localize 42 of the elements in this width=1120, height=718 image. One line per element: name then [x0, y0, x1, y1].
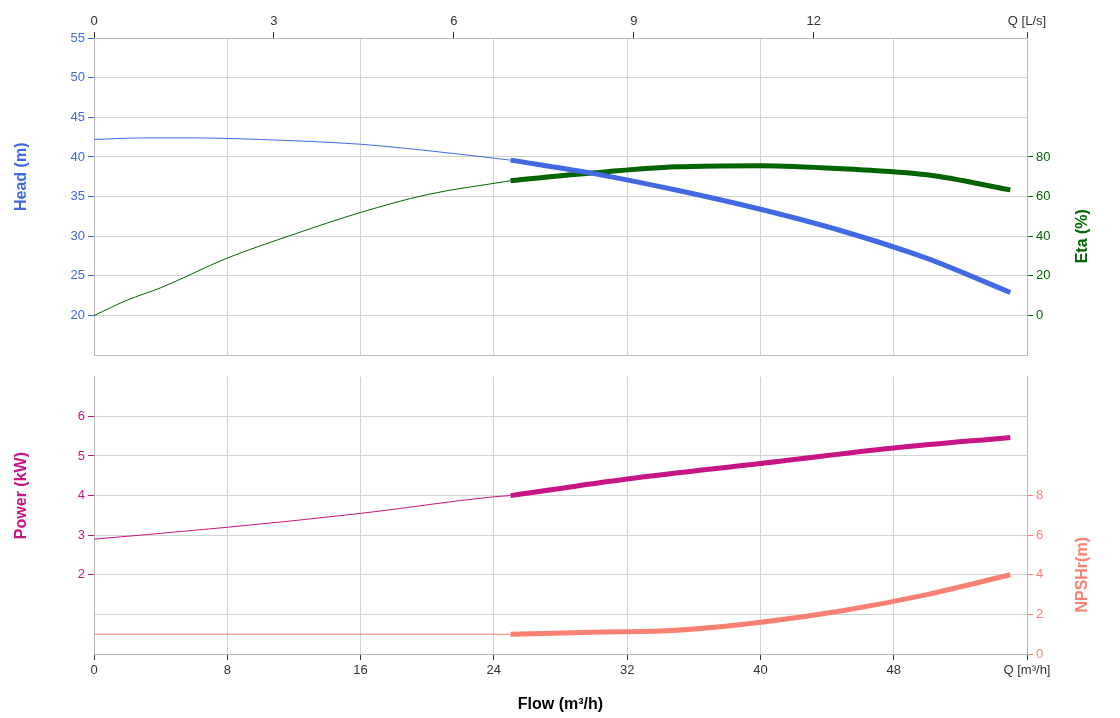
x2-tick-label: 0 — [90, 12, 98, 28]
x-axis-title: Flow (m³/h) — [517, 694, 604, 712]
y2-tick-label: 6 — [1036, 526, 1044, 542]
x-tick-label: 0 — [90, 662, 98, 678]
y-tick-label: 50 — [70, 69, 85, 85]
y2-tick-label: 80 — [1036, 148, 1051, 164]
y-axis-title: Power (kW) — [12, 452, 30, 540]
y-tick-label: 45 — [70, 108, 85, 124]
y-axis-title: Head (m) — [12, 142, 30, 211]
y-tick-label: 35 — [70, 188, 85, 204]
y2-tick-label: 20 — [1036, 267, 1051, 283]
y2-tick-label: 8 — [1036, 487, 1044, 503]
y2-tick-label: 4 — [1036, 566, 1044, 582]
y2-tick-label: 2 — [1036, 605, 1044, 621]
x-tick-label: 32 — [619, 662, 635, 678]
y-tick-label: 3 — [77, 526, 85, 542]
x-tick-label: Q [m³/h] — [1003, 662, 1051, 678]
x2-tick-label: 9 — [630, 12, 638, 28]
y-tick-label: 6 — [77, 407, 85, 423]
y-tick-label: 4 — [77, 487, 85, 503]
y2-tick-label: 0 — [1036, 307, 1044, 323]
x-tick-label: 48 — [886, 662, 901, 678]
y-tick-label: 20 — [70, 307, 85, 323]
y-tick-label: 2 — [77, 566, 85, 582]
y2-tick-label: 40 — [1036, 227, 1051, 243]
y-tick-label: 40 — [70, 148, 85, 164]
y2-axis-title: NPSHr(m) — [1073, 537, 1091, 613]
x2-tick-label: Q [L/s] — [1007, 12, 1047, 28]
y2-axis-title: Eta (%) — [1073, 209, 1091, 264]
y2-tick-label: 60 — [1036, 188, 1051, 204]
y-tick-label: 55 — [70, 29, 85, 45]
y-tick-label: 30 — [70, 227, 85, 243]
y2-tick-label: 0 — [1036, 645, 1044, 661]
x-tick-label: 8 — [223, 662, 231, 678]
x2-tick-label: 6 — [450, 12, 458, 28]
y-tick-label: 25 — [70, 267, 85, 283]
x2-tick-label: 3 — [270, 12, 278, 28]
x2-tick-label: 12 — [806, 12, 821, 28]
x-tick-label: 24 — [486, 662, 502, 678]
x-tick-label: 40 — [753, 662, 768, 678]
y-tick-label: 5 — [77, 447, 85, 463]
x-tick-label: 16 — [353, 662, 368, 678]
